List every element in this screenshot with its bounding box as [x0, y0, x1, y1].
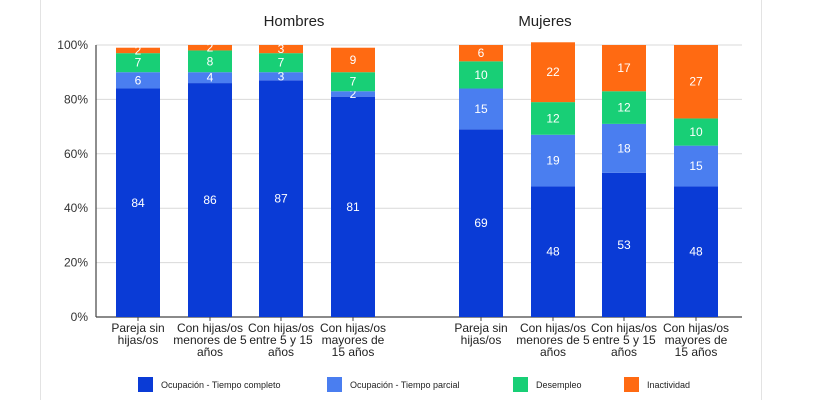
bar-segment	[188, 83, 232, 317]
legend-swatch	[138, 377, 153, 392]
bar-segment	[331, 47, 375, 73]
legend-item: Inactividad	[624, 377, 690, 392]
data-label: 12	[617, 101, 631, 115]
data-label: 15	[474, 102, 488, 116]
category-label: Con hijas/os mayores de 15 años	[320, 321, 386, 359]
data-label: 2	[135, 43, 142, 57]
y-tick-label: 40%	[64, 201, 88, 215]
bar-segment	[116, 88, 160, 318]
data-label: 53	[617, 238, 631, 252]
legend-item: Ocupación - Tiempo completo	[138, 377, 281, 392]
legend-swatch	[624, 377, 639, 392]
data-label: 86	[203, 193, 217, 207]
y-tick-label: 0%	[71, 310, 89, 324]
category-label: Pareja sin hijas/os	[111, 321, 164, 347]
data-label: 17	[617, 61, 631, 75]
bar-segment	[602, 123, 646, 173]
category-label: Pareja sin hijas/os	[454, 321, 507, 347]
y-tick-label: 20%	[64, 256, 88, 270]
data-label: 87	[274, 192, 288, 206]
data-label: 48	[689, 245, 703, 259]
bar-segment	[602, 172, 646, 317]
bar-segment	[259, 80, 303, 317]
category-label: Con hijas/os entre 5 y 15 años	[248, 321, 314, 359]
data-label: 6	[135, 73, 142, 87]
category-label: Con hijas/os mayores de 15 años	[663, 321, 729, 359]
bar-segment	[459, 45, 503, 62]
bar-segment	[116, 53, 160, 73]
legend: Ocupación - Tiempo completo Ocupación - T…	[138, 377, 690, 392]
bar-segment	[188, 72, 232, 84]
bar-segment	[674, 145, 718, 187]
data-label: 10	[474, 68, 488, 82]
bar-segment	[531, 134, 575, 187]
legend-label: Desempleo	[536, 380, 582, 390]
data-label: 3	[278, 42, 285, 56]
legend-label: Inactividad	[647, 380, 690, 390]
data-label: 19	[546, 154, 560, 168]
data-label: 15	[689, 159, 703, 173]
data-label: 8	[207, 54, 214, 68]
data-label: 3	[278, 69, 285, 83]
bar-segment	[259, 72, 303, 81]
data-label: 9	[350, 53, 357, 67]
bar-segment	[602, 45, 646, 92]
panel-1: Mujeres 69 15 10 6 Pareja sin hijas/os 48 19 12 22…	[454, 13, 729, 359]
legend-label: Ocupación - Tiempo completo	[161, 380, 281, 390]
data-label: 2	[207, 41, 214, 55]
bar-segment	[459, 61, 503, 89]
y-axis: 0% 20% 40% 60% 80% 100%	[57, 38, 97, 324]
bar-segment	[259, 45, 303, 54]
data-label: 18	[617, 141, 631, 155]
bar-segment	[674, 118, 718, 146]
bar-segment	[116, 47, 160, 54]
data-label: 10	[689, 125, 703, 139]
bar-segment	[188, 45, 232, 51]
data-label: 69	[474, 216, 488, 230]
legend-swatch	[513, 377, 528, 392]
bar-segment	[331, 72, 375, 92]
data-label: 7	[135, 56, 142, 70]
category-label: Con hijas/os entre 5 y 15 años	[591, 321, 657, 359]
data-label: 81	[346, 200, 360, 214]
category-label: Con hijas/os menores de 5 años	[516, 321, 590, 359]
bar-segment	[331, 91, 375, 97]
data-label: 2	[350, 87, 357, 101]
y-tick-label: 100%	[57, 38, 88, 52]
data-label: 48	[546, 245, 560, 259]
legend-label: Ocupación - Tiempo parcial	[350, 380, 460, 390]
bar-segment	[674, 45, 718, 119]
data-label: 22	[546, 65, 560, 79]
bar-segment	[259, 53, 303, 73]
bar-segment	[674, 186, 718, 317]
data-label: 27	[689, 75, 703, 89]
bar-segment	[331, 96, 375, 318]
bar-segment	[531, 42, 575, 103]
bar-segment	[531, 186, 575, 317]
panel-title: Hombres	[264, 13, 325, 30]
bar-segment	[116, 72, 160, 89]
data-label: 84	[131, 196, 145, 210]
data-label: 7	[278, 56, 285, 70]
y-tick-label: 60%	[64, 147, 88, 161]
bar-segment	[459, 129, 503, 317]
data-label: 12	[546, 111, 560, 125]
data-label: 6	[478, 46, 485, 60]
category-label: Con hijas/os menores de 5 años	[173, 321, 247, 359]
data-label: 4	[207, 71, 214, 85]
bar-segment	[602, 91, 646, 124]
bar-segment	[188, 50, 232, 73]
legend-item: Ocupación - Tiempo parcial	[327, 377, 460, 392]
legend-swatch	[327, 377, 342, 392]
panel-title: Mujeres	[518, 13, 571, 30]
bar-segment	[459, 88, 503, 130]
y-tick-label: 80%	[64, 92, 88, 106]
chart-frame	[40, 0, 762, 400]
legend-item: Desempleo	[513, 377, 582, 392]
bar-segment	[531, 102, 575, 135]
data-label: 7	[350, 75, 357, 89]
